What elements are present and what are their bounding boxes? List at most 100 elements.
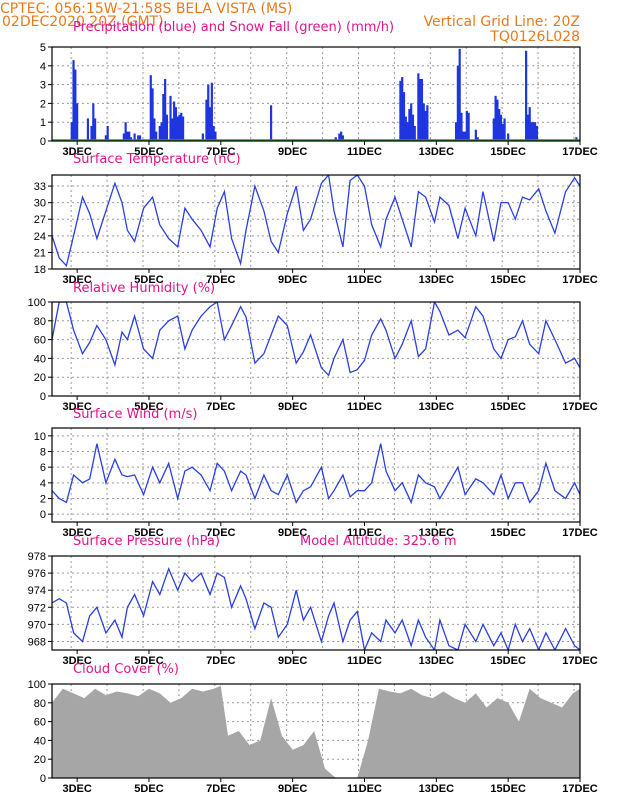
precip-bar [178, 114, 181, 141]
y-tick-label: 970 [28, 619, 46, 631]
chart-panels: Precipitation (blue) and Snow Fall (gree… [28, 20, 598, 795]
x-tick-label: 5DEC [134, 783, 163, 795]
precip-bar [128, 131, 131, 141]
precip-bar [419, 78, 422, 141]
x-tick-label: 3DEC [62, 401, 91, 413]
precip-bar [76, 103, 79, 141]
x-tick-label: 7DEC [206, 655, 235, 667]
x-tick-label: 11DEC [347, 655, 382, 667]
precip-bar [338, 133, 341, 141]
x-tick-label: 3DEC [62, 146, 91, 158]
x-tick-label: 3DEC [62, 274, 91, 286]
precip-bar [94, 118, 97, 141]
y-tick-label: 18 [34, 264, 46, 276]
x-tick-label: 9DEC [278, 274, 307, 286]
x-tick-label: 9DEC [278, 783, 307, 795]
y-tick-label: 1 [40, 117, 46, 129]
precip-bar [155, 131, 158, 141]
x-tick-label: 7DEC [206, 146, 235, 158]
x-tick-label: 9DEC [278, 655, 307, 667]
x-tick-label: 15DEC [490, 401, 526, 413]
y-tick-label: 40 [34, 735, 46, 747]
y-tick-label: 21 [34, 247, 46, 259]
x-tick-label: 5DEC [134, 401, 163, 413]
x-tick-label: 13DEC [419, 783, 455, 795]
y-tick-label: 5 [40, 42, 46, 54]
panel-2: Relative Humidity (%) 0 20 40 60 80 100 3DEC 5DE… [28, 281, 598, 413]
precip-bar [534, 122, 537, 141]
y-tick-label: 30 [34, 198, 46, 210]
precip-bar [153, 118, 156, 141]
precip-bar [411, 114, 415, 141]
panel-title: Surface Wind (m/s) [73, 407, 197, 422]
precip-bar [424, 110, 427, 141]
x-tick-label: 7DEC [206, 527, 235, 539]
precip-bar [463, 131, 467, 141]
x-tick-label: 15DEC [490, 527, 526, 539]
y-tick-label: 974 [28, 585, 46, 597]
precip-bar [476, 137, 479, 141]
y-tick-label: 60 [34, 717, 46, 729]
x-tick-label: 9DEC [278, 401, 307, 413]
precip-bar [408, 109, 411, 141]
precip-bar [399, 80, 402, 141]
precip-bar [126, 131, 129, 141]
x-tick-label: 15DEC [490, 274, 526, 286]
precip-bar [525, 50, 528, 142]
panel-1: Surface Temperature (nC) 18 21 24 27 30 33 3DEC… [34, 152, 598, 286]
precip-bar [501, 124, 504, 141]
x-tick-label: 9DEC [278, 527, 307, 539]
header-station: CPTEC: 056:15W-21:58S BELA VISTA (MS) [0, 1, 292, 17]
series-line [52, 302, 580, 377]
panel-frame [51, 683, 581, 779]
precip-bar [498, 109, 501, 141]
x-tick-label: 5DEC [134, 655, 163, 667]
precip-bar [106, 125, 109, 141]
panel-title: Precipitation (blue) and Snow Fall (gree… [73, 20, 394, 35]
precip-bar [74, 69, 77, 141]
x-tick-label: 11DEC [347, 401, 382, 413]
x-tick-label: 17DEC [562, 401, 598, 413]
panel-frame [51, 427, 581, 523]
y-tick-label: 20 [34, 754, 46, 766]
panel-frame [51, 174, 581, 270]
precip-bar [413, 125, 416, 141]
panel-3: Surface Wind (m/s) 0 2 4 6 8 10 3DEC 5DEC 7DEC 9DE… [34, 407, 598, 539]
x-tick-label: 13DEC [419, 655, 455, 667]
x-tick-label: 13DEC [419, 146, 455, 158]
precip-bar [575, 137, 578, 141]
panel-title: Cloud Cover (%) [73, 662, 179, 677]
precip-bar [401, 77, 404, 141]
precip-bar [458, 48, 461, 141]
precip-bar [90, 125, 93, 141]
header-model-code: TQ0126L028 [489, 29, 580, 45]
precip-bar [462, 131, 465, 141]
precip-bar [149, 75, 152, 141]
precip-bar [180, 112, 183, 141]
precip-bar [404, 116, 407, 141]
precip-bar [460, 112, 463, 141]
y-tick-label: 968 [28, 636, 46, 648]
precip-bar [499, 114, 503, 141]
precip-bar [467, 112, 470, 141]
precip-bar [70, 122, 73, 141]
y-tick-label: 8 [40, 447, 46, 459]
panel-4: Surface Pressure (hPa) Model Altitude: 32… [28, 534, 598, 667]
x-tick-label: 3DEC [62, 655, 91, 667]
precip-bar [124, 122, 127, 141]
y-tick-label: 40 [34, 353, 46, 365]
x-tick-label: 7DEC [206, 274, 235, 286]
y-tick-label: 2 [40, 494, 46, 506]
x-tick-label: 15DEC [490, 783, 526, 795]
y-tick-label: 0 [40, 136, 46, 148]
precip-bar [507, 133, 510, 141]
precip-bar [526, 114, 530, 141]
precip-bar [160, 122, 163, 141]
precip-bar [340, 131, 343, 141]
precip-bar [214, 131, 217, 141]
header-grid-line: Vertical Grid Line: 20Z [424, 14, 580, 30]
y-tick-label: 80 [34, 698, 46, 710]
x-tick-label: 5DEC [134, 146, 163, 158]
panel-frame [51, 555, 581, 651]
panel-frame [51, 301, 581, 397]
